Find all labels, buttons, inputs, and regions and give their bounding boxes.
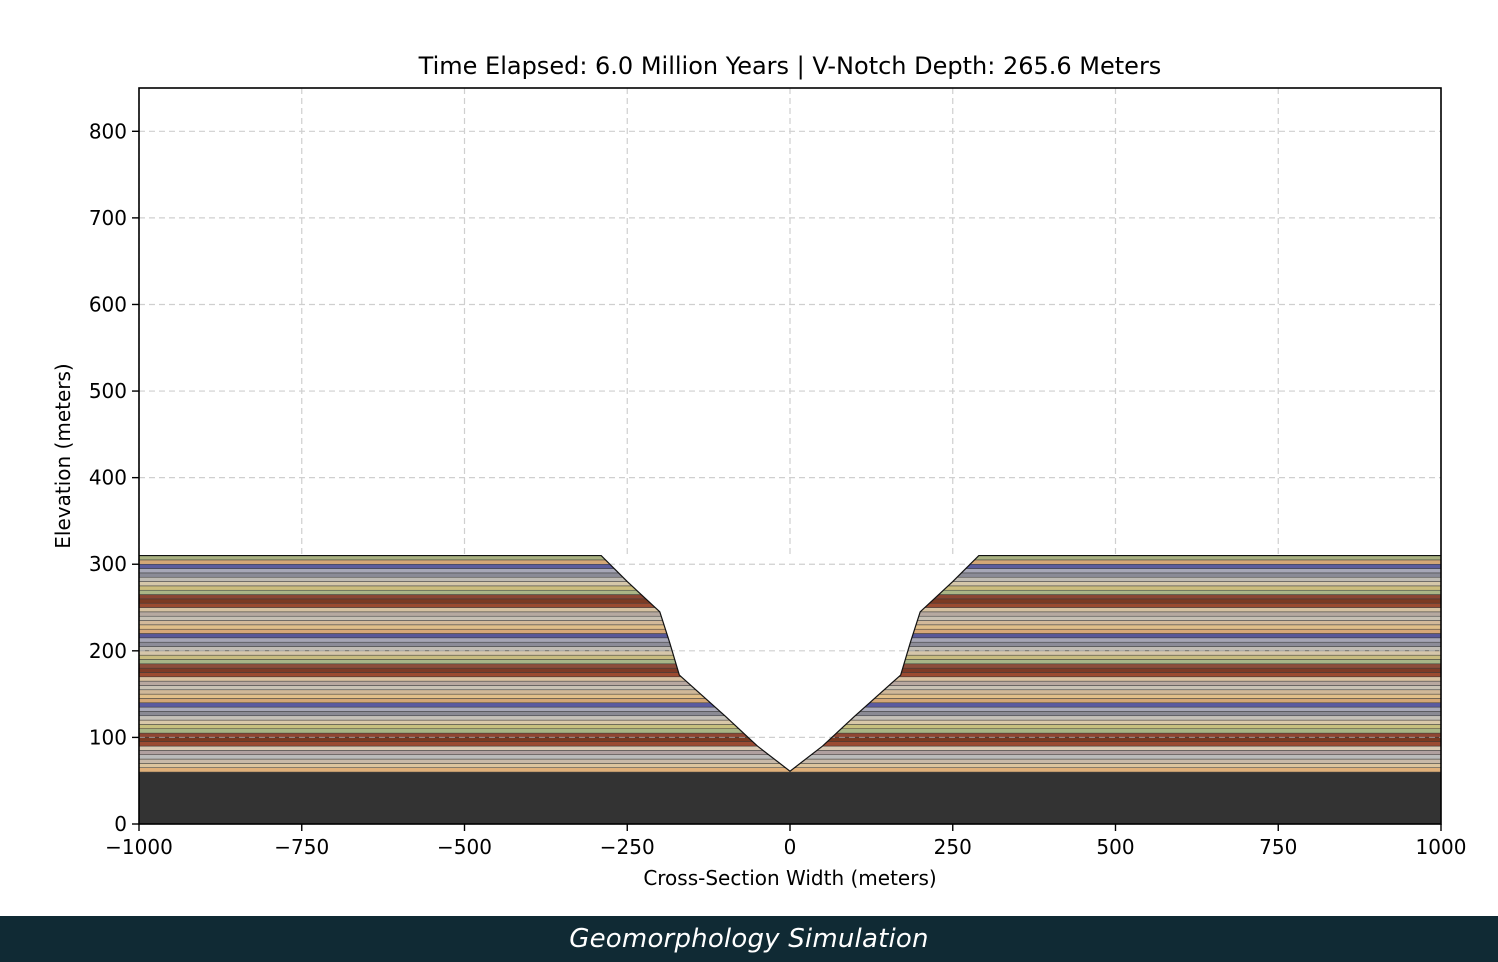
- x-tick-label: 750: [1259, 835, 1297, 859]
- surface-profile-line: [139, 554, 1441, 772]
- y-tick-label: 400: [89, 466, 127, 490]
- footer-bar: Geomorphology Simulation: [0, 916, 1498, 962]
- x-tick-label: 500: [1096, 835, 1134, 859]
- y-axis-ticks: 0 100 200 300 400 500 600 700 800: [89, 119, 139, 836]
- y-tick-label: 0: [114, 812, 127, 836]
- x-tick-label: −750: [274, 835, 329, 859]
- y-tick-label: 100: [89, 725, 127, 749]
- y-tick-label: 600: [89, 292, 127, 316]
- x-tick-label: −500: [437, 835, 492, 859]
- y-tick-label: 800: [89, 119, 127, 143]
- y-tick-label: 200: [89, 639, 127, 663]
- x-axis-label: Cross-Section Width (meters): [643, 866, 936, 890]
- x-tick-label: 0: [784, 835, 797, 859]
- x-tick-label: −1000: [105, 835, 173, 859]
- footer-label: Geomorphology Simulation: [569, 924, 929, 954]
- basement-rock: [139, 772, 1441, 824]
- y-axis-label: Elevation (meters): [51, 363, 75, 548]
- chart-title: Time Elapsed: 6.0 Million Years | V-Notc…: [418, 52, 1162, 80]
- y-tick-label: 700: [89, 206, 127, 230]
- x-tick-label: 250: [934, 835, 972, 859]
- strata-layers: [139, 88, 1441, 824]
- x-tick-label: 1000: [1416, 835, 1467, 859]
- x-axis-ticks: −1000 −750 −500 −250 0 250 500 750 1000: [105, 824, 1466, 859]
- y-tick-label: 300: [89, 552, 127, 576]
- x-tick-label: −250: [600, 835, 655, 859]
- y-tick-label: 500: [89, 379, 127, 403]
- chart-figure: −1000 −750 −500 −250 0 250 500 750 1000 0 100 200 3…: [51, 52, 1467, 890]
